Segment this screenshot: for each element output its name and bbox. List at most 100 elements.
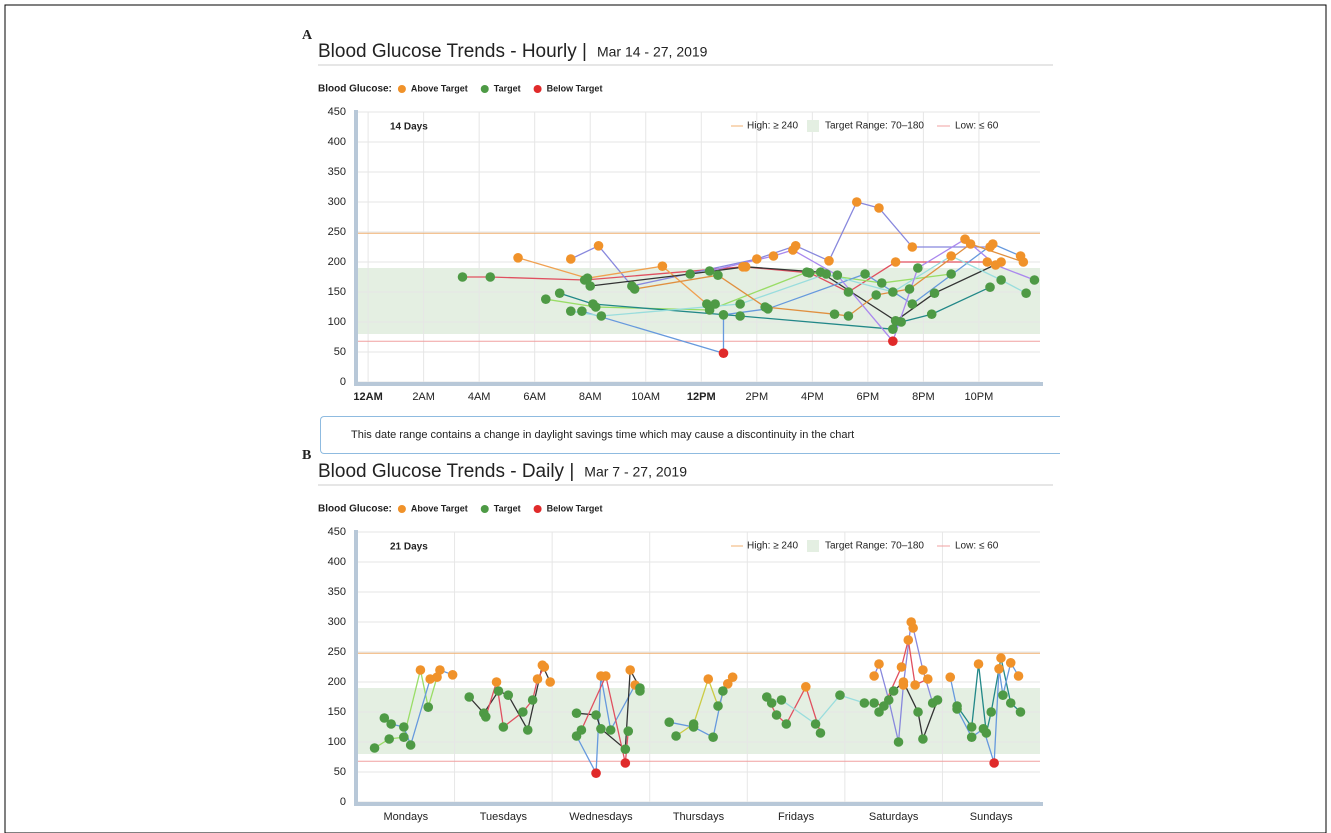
- legend-title: Blood Glucose:: [318, 84, 392, 95]
- glucose-point: [688, 722, 699, 732]
- glucose-point: [888, 686, 899, 696]
- glucose-point: [988, 239, 998, 249]
- series-line: [581, 243, 1021, 355]
- y-tick-label: 200: [328, 676, 346, 688]
- legend-item: Below Target: [547, 83, 603, 93]
- glucose-point: [876, 278, 887, 288]
- glucose-point: [966, 722, 977, 732]
- glucose-point: [890, 257, 901, 267]
- y-tick-label: 150: [328, 706, 346, 718]
- glucose-point: [379, 713, 390, 723]
- x-tick-label: 10PM: [965, 391, 994, 403]
- glucose-point: [1013, 671, 1024, 681]
- glucose-point: [491, 677, 502, 687]
- y-tick-label: 250: [328, 646, 346, 658]
- glucose-point: [996, 653, 1006, 663]
- y-tick-label: 50: [334, 766, 346, 778]
- glucose-point: [896, 662, 907, 672]
- glucose-point: [577, 306, 587, 317]
- glucose-point: [565, 306, 576, 317]
- chart-subtitle: Mar 7 - 27, 2019: [584, 464, 687, 480]
- period-label: 21 Days: [390, 542, 428, 553]
- legend-item: Above Target: [411, 503, 468, 513]
- low-label: Low: ≤ 60: [955, 541, 999, 552]
- glucose-point: [888, 336, 898, 347]
- y-tick-label: 0: [340, 796, 346, 808]
- glucose-point: [966, 732, 977, 742]
- glucose-point: [985, 282, 995, 293]
- glucose-point: [386, 719, 396, 729]
- glucose-point: [843, 311, 854, 321]
- x-tick-label: 4PM: [801, 391, 824, 403]
- glucose-point: [978, 724, 989, 734]
- glucose-point: [996, 275, 1006, 285]
- legend-item: Above Target: [411, 83, 468, 93]
- glucose-point: [540, 294, 551, 305]
- glucose-point: [485, 272, 496, 282]
- chart-title: Blood Glucose Trends - Daily |: [318, 461, 574, 482]
- x-tick-label: Mondays: [383, 811, 428, 823]
- glucose-point: [859, 698, 870, 708]
- glucose-point: [718, 686, 728, 696]
- glucose-point: [946, 251, 956, 261]
- legend-dot: [397, 505, 406, 513]
- glucose-point: [591, 710, 601, 720]
- glucose-point: [752, 254, 762, 264]
- glucose-point: [926, 309, 937, 320]
- high-label: High: ≥ 240: [747, 541, 799, 552]
- glucose-point: [913, 263, 923, 273]
- x-tick-label: 6AM: [523, 391, 546, 403]
- series-line: [545, 271, 952, 311]
- glucose-point: [832, 270, 843, 281]
- series-line: [570, 201, 991, 287]
- x-tick-label: 2AM: [412, 391, 435, 403]
- glucose-point: [493, 686, 504, 696]
- legend-title: Blood Glucose:: [318, 504, 392, 515]
- glucose-point: [946, 269, 956, 279]
- glucose-point: [671, 731, 681, 741]
- glucose-point: [910, 680, 920, 690]
- glucose-point: [776, 695, 787, 705]
- glucose-point: [539, 662, 550, 672]
- x-tick-label: Wednesdays: [569, 811, 633, 823]
- legend-item: Target: [494, 83, 521, 93]
- x-tick-label: Sundays: [970, 811, 1013, 823]
- panel-label: A: [302, 28, 313, 43]
- y-tick-label: 0: [340, 376, 346, 388]
- y-tick-label: 100: [328, 736, 346, 748]
- glucose-point: [929, 288, 940, 299]
- chart-subtitle: Mar 14 - 27, 2019: [597, 44, 708, 60]
- band-label: Target Range: 70–180: [825, 541, 924, 552]
- glucose-point: [982, 257, 993, 267]
- glucose-point: [781, 719, 792, 729]
- glucose-point: [913, 707, 923, 717]
- glucose-point: [588, 299, 598, 309]
- glucose-point: [990, 260, 1001, 270]
- glucose-point: [815, 728, 826, 738]
- glucose-point: [596, 724, 606, 734]
- glucose-point: [623, 726, 634, 736]
- glucose-point: [545, 677, 555, 687]
- y-tick-label: 150: [328, 286, 346, 298]
- glucose-point: [735, 311, 745, 321]
- glucose-point: [518, 707, 528, 717]
- glucose-point: [973, 659, 984, 669]
- x-tick-label: 8AM: [579, 391, 602, 403]
- legend-item: Target: [494, 503, 521, 513]
- legend-dot: [533, 85, 542, 93]
- glucose-point: [760, 302, 770, 312]
- glucose-point: [869, 671, 879, 681]
- series-line: [462, 261, 988, 293]
- x-tick-label: Thursdays: [673, 811, 725, 823]
- glucose-point: [582, 273, 593, 284]
- glucose-point: [593, 241, 604, 251]
- glucose-point: [893, 737, 904, 747]
- glucose-point: [871, 290, 881, 300]
- y-tick-label: 400: [328, 136, 346, 148]
- glucose-point: [596, 311, 607, 321]
- glucose-point: [1021, 288, 1031, 299]
- glucose-point: [896, 317, 906, 327]
- glucose-point: [952, 704, 962, 714]
- y-tick-label: 300: [328, 196, 346, 208]
